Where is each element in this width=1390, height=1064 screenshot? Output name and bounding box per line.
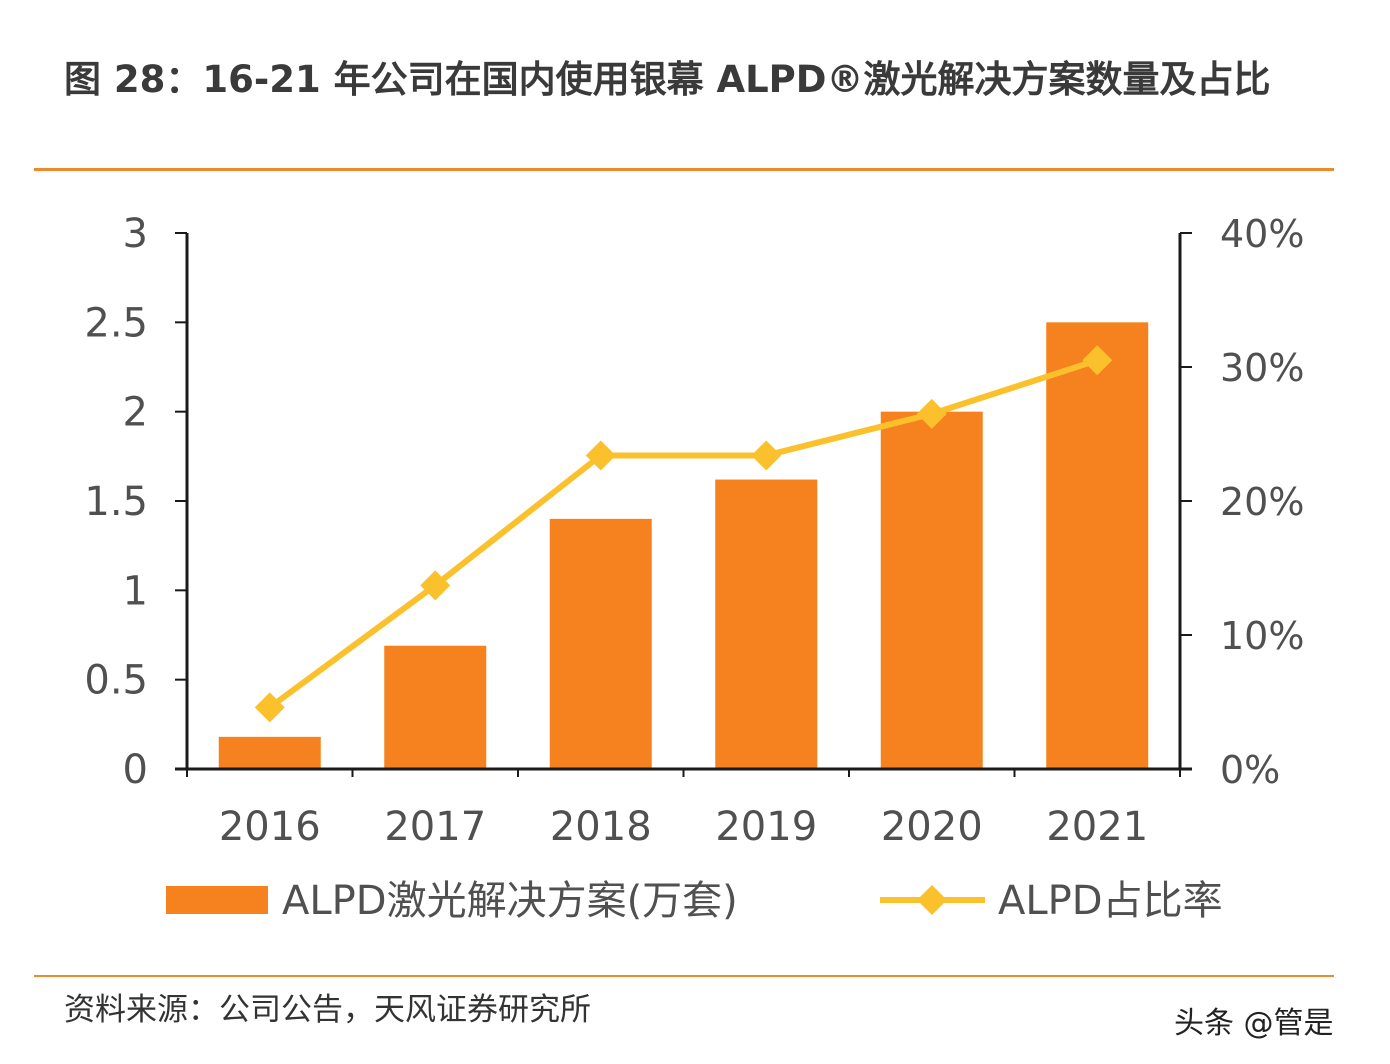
- bottom-rule: [34, 975, 1334, 977]
- x-tick-label: 2019: [715, 804, 817, 850]
- bar-2018: [549, 518, 652, 769]
- left-tick-label: 2.5: [84, 300, 148, 346]
- legend-line-marker: [917, 885, 947, 915]
- point-2020: [916, 398, 947, 429]
- bar-2019: [715, 479, 818, 769]
- right-tick-label: 20%: [1220, 480, 1304, 524]
- point-2017: [420, 570, 451, 601]
- x-tick-label: 2021: [1046, 804, 1148, 850]
- left-tick-label: 1.5: [84, 479, 148, 525]
- source-note: 资料来源：公司公告，天风证券研究所: [64, 992, 591, 1028]
- x-tick-label: 2020: [881, 804, 983, 850]
- legend-line-label: ALPD占比率: [998, 878, 1223, 924]
- bar-2021: [1046, 322, 1149, 769]
- legend-bar-label: ALPD激光解决方案(万套): [282, 878, 738, 924]
- right-tick-label: 30%: [1220, 346, 1304, 390]
- point-2021: [1082, 345, 1113, 376]
- point-2018: [585, 440, 616, 471]
- right-tick-label: 40%: [1220, 212, 1304, 256]
- left-tick-label: 1: [123, 568, 148, 614]
- left-tick-label: 3: [123, 211, 148, 257]
- right-tick-label: 10%: [1220, 614, 1304, 658]
- line-series: [267, 357, 1099, 710]
- bar-2017: [384, 645, 487, 769]
- watermark: 头条 @管是: [1174, 1006, 1334, 1041]
- legend-bar-swatch: [166, 886, 268, 914]
- top-rule: [34, 168, 1334, 171]
- x-tick-label: 2016: [219, 804, 321, 850]
- bar-2016: [218, 736, 321, 769]
- bar-2020: [880, 411, 983, 769]
- point-2016: [254, 692, 285, 723]
- left-tick-label: 0.5: [84, 658, 148, 704]
- x-tick-label: 2017: [384, 804, 486, 850]
- figure-title: 图 28：16-21 年公司在国内使用银幕 ALPD®激光解决方案数量及占比: [64, 58, 1271, 101]
- right-tick-label: 0%: [1220, 748, 1280, 792]
- point-2019: [751, 440, 782, 471]
- left-tick-label: 2: [123, 390, 148, 436]
- left-tick-label: 0: [123, 747, 148, 793]
- x-tick-label: 2018: [550, 804, 652, 850]
